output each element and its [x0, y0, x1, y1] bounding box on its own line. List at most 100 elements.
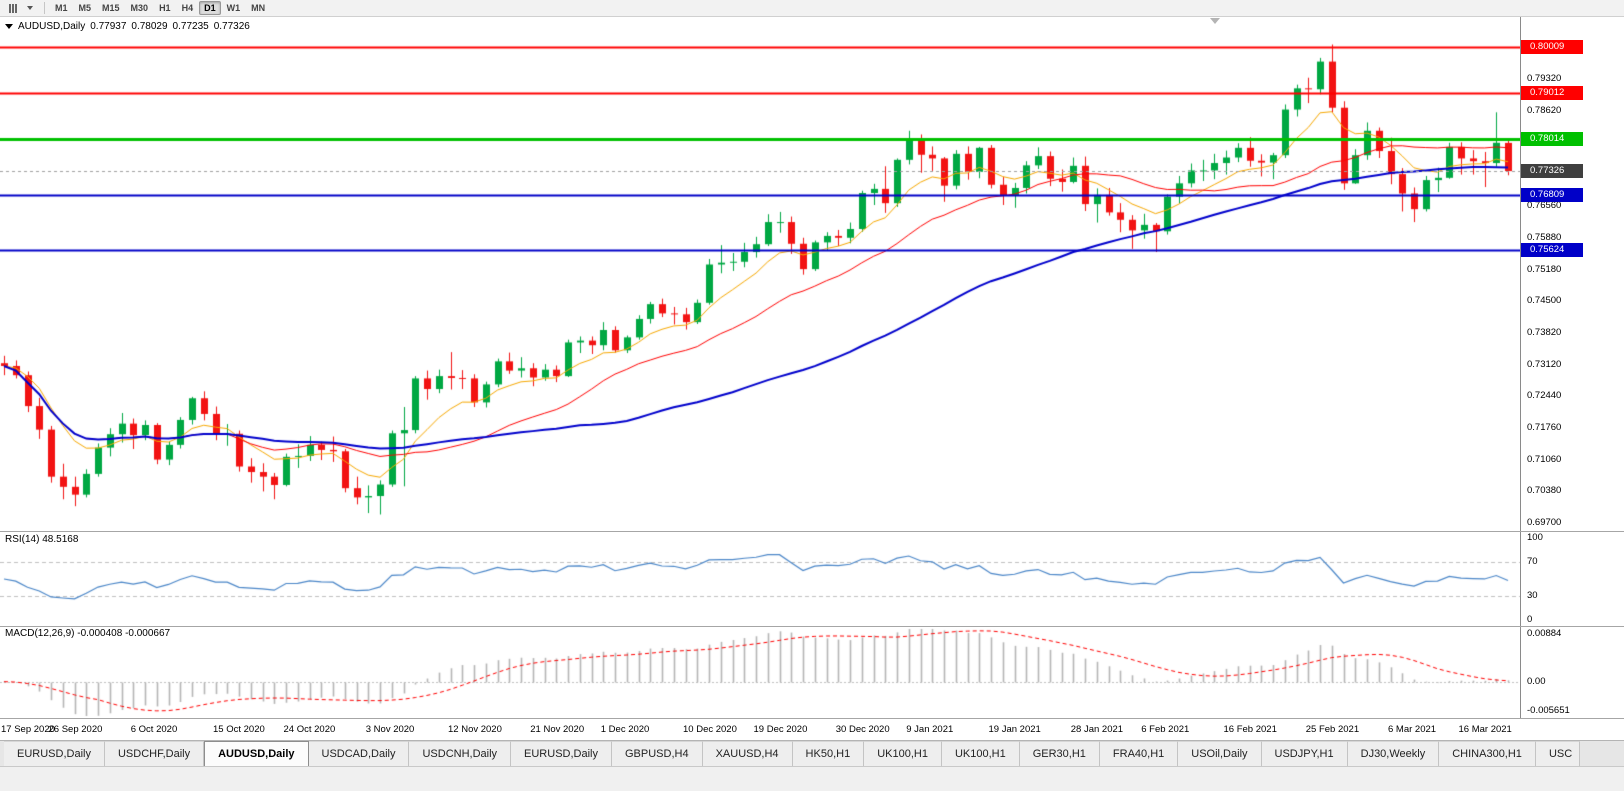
scale-divider: [1520, 17, 1521, 718]
date-label: 19 Dec 2020: [753, 724, 808, 735]
chart-tab-dj30-weekly[interactable]: DJ30,Weekly: [1347, 741, 1440, 766]
timeframe-button-m30[interactable]: M30: [130, 3, 149, 13]
timeframe-button-h1[interactable]: H1: [159, 3, 171, 13]
timeframe-button-m5[interactable]: M5: [78, 3, 92, 13]
chart-shift-marker[interactable]: [1210, 18, 1220, 24]
panel-separator: [0, 718, 1624, 719]
panel-separator[interactable]: [0, 531, 1624, 532]
chart-type-caret-icon[interactable]: [21, 1, 39, 15]
panel-separator[interactable]: [0, 626, 1624, 627]
date-label: 25 Feb 2021: [1305, 724, 1360, 735]
toolbar-separator: [44, 2, 45, 14]
timeframe-button-w1[interactable]: W1: [226, 3, 241, 13]
chart-tab-xauusd-h4[interactable]: XAUUSD,H4: [702, 741, 793, 766]
timeframe-button-m1[interactable]: M1: [55, 3, 68, 13]
collapse-triangle-icon[interactable]: [5, 24, 13, 29]
chart-tab-fra40-h1[interactable]: FRA40,H1: [1099, 741, 1179, 766]
date-label: 3 Nov 2020: [365, 724, 415, 735]
date-label: 12 Nov 2020: [448, 724, 502, 735]
price-tick: 0.75880: [1527, 231, 1562, 243]
symbol-period-label: AUDUSD,Daily: [18, 21, 86, 32]
ohlc-open: 0.77937: [90, 21, 127, 32]
current-price-badge: 0.77326: [1521, 164, 1583, 179]
status-strip: [0, 766, 1624, 791]
price-tick: 0.71060: [1527, 454, 1562, 466]
date-label: 28 Jan 2021: [1070, 724, 1124, 735]
date-label: 9 Jan 2021: [906, 724, 954, 735]
price-tick: 0.79320: [1527, 73, 1562, 85]
price-tick: 0.78620: [1527, 105, 1562, 117]
chart-tab-uk100-h1[interactable]: UK100,H1: [941, 741, 1020, 766]
timeframe-button-d1[interactable]: D1: [199, 1, 221, 15]
level-price-badge: 0.75624: [1521, 242, 1583, 257]
chart-tab-uk100-h1[interactable]: UK100,H1: [864, 741, 942, 766]
chart-tab-hk50-h1[interactable]: HK50,H1: [792, 741, 865, 766]
chart-tab-eurusd-daily[interactable]: EURUSD,Daily: [4, 741, 105, 766]
level-price-badge: 0.80009: [1521, 40, 1583, 55]
date-label: 6 Feb 2021: [1141, 724, 1190, 735]
chart-tab-usdcad-daily[interactable]: USDCAD,Daily: [308, 741, 410, 766]
timeframe-button-m15[interactable]: M15: [102, 3, 120, 13]
chart-tab-usc[interactable]: USC: [1535, 741, 1580, 766]
date-label: 16 Feb 2021: [1223, 724, 1277, 735]
chart-tab-usdjpy-h1[interactable]: USDJPY,H1: [1261, 741, 1348, 766]
timeframe-button-h4[interactable]: H4: [181, 3, 194, 13]
ohlc-low: 0.77235: [172, 21, 209, 32]
price-tick: 0.72440: [1527, 390, 1562, 402]
caret-down-icon: [27, 6, 33, 10]
date-label: 1 Dec 2020: [600, 724, 650, 735]
price-tick: 0.76560: [1527, 200, 1562, 212]
date-label: 30 Dec 2020: [835, 724, 890, 735]
chart-tab-audusd-daily[interactable]: AUDUSD,Daily: [204, 741, 309, 766]
level-price-badge: 0.78014: [1521, 132, 1583, 147]
chart-tab-usdchf-daily[interactable]: USDCHF,Daily: [104, 741, 205, 766]
price-tick: 0.73820: [1527, 326, 1562, 338]
macd-scale-tick: 0.00884: [1527, 628, 1562, 639]
rsi-scale-tick: 30: [1527, 590, 1538, 602]
timeframe-buttons: M1 M5 M15 M30 H1 H4 D1 W1 MN: [50, 1, 270, 15]
date-label: 10 Dec 2020: [683, 724, 737, 735]
chart-title: AUDUSD,Daily 0.77937 0.78029 0.77235 0.7…: [5, 21, 250, 32]
macd-label: MACD(12,26,9) -0.000408 -0.000667: [5, 628, 171, 639]
date-label: 26 Sep 2020: [48, 724, 103, 735]
price-scale[interactable]: 0.793200.786200.779200.772200.765600.758…: [1521, 17, 1624, 740]
rsi-scale-tick: 0: [1527, 614, 1533, 625]
chart-tab-ger30-h1[interactable]: GER30,H1: [1019, 741, 1100, 766]
price-tick: 0.73120: [1527, 359, 1562, 371]
rsi-scale-tick: 70: [1527, 555, 1538, 567]
chart-tab-eurusd-daily[interactable]: EURUSD,Daily: [511, 741, 612, 766]
time-axis[interactable]: 17 Sep 2020 26 Sep 2020 6 Oct 2020 15 Oct 2…: [0, 719, 1520, 740]
chart-window: AUDUSD,Daily 0.77937 0.78029 0.77235 0.7…: [0, 17, 1624, 740]
price-tick: 0.74500: [1527, 295, 1562, 307]
macd-scale-tick: -0.005651: [1527, 705, 1570, 716]
toolbar: M1 M5 M15 M30 H1 H4 D1 W1 MN: [0, 0, 1624, 17]
chart-canvas[interactable]: [0, 17, 1520, 718]
ohlc-close: 0.77326: [213, 21, 250, 32]
level-price-badge: 0.76809: [1521, 187, 1583, 202]
date-label: 21 Nov 2020: [530, 724, 585, 735]
price-tick: 0.71760: [1527, 421, 1562, 433]
chart-tabs-bar: EURUSD,Daily USDCHF,Daily AUDUSD,Daily USDC…: [0, 740, 1624, 766]
date-label: 24 Oct 2020: [283, 724, 336, 735]
price-tick: 0.75180: [1527, 264, 1562, 276]
chart-tab-china300-h1[interactable]: CHINA300,H1: [1439, 741, 1536, 766]
timeframe-button-mn[interactable]: MN: [251, 3, 266, 13]
price-tick: 0.69700: [1527, 516, 1562, 528]
date-label: 6 Oct 2020: [130, 724, 178, 735]
rsi-scale-tick: 100: [1527, 532, 1543, 543]
chart-tab-gbpusd-h4[interactable]: GBPUSD,H4: [612, 741, 703, 766]
level-price-badge: 0.79012: [1521, 86, 1583, 101]
price-tick: 0.70380: [1527, 485, 1562, 497]
ohlc-high: 0.78029: [131, 21, 168, 32]
date-label: 19 Jan 2021: [988, 724, 1041, 735]
bar-chart-glyph: [9, 3, 11, 13]
date-label: 17 Sep 2020: [1, 724, 55, 735]
chart-type-icon[interactable]: [3, 1, 21, 15]
date-label: 15 Oct 2020: [213, 724, 265, 735]
rsi-label: RSI(14) 48.5168: [5, 534, 79, 545]
date-label: 16 Mar 2021: [1458, 724, 1512, 735]
macd-scale-tick: 0.00: [1527, 675, 1546, 687]
chart-tab-usdcnh-daily[interactable]: USDCNH,Daily: [409, 741, 512, 766]
chart-tab-usoil-daily[interactable]: USOil,Daily: [1178, 741, 1262, 766]
